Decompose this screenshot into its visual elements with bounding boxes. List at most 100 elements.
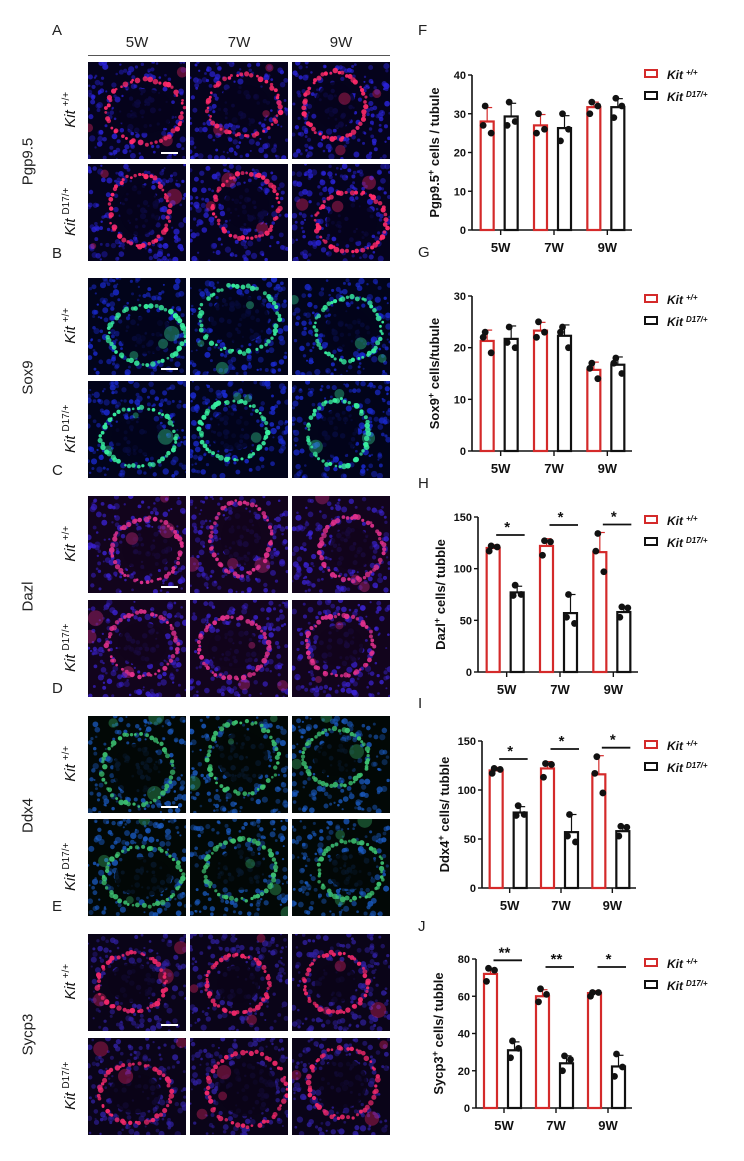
data-point [489, 770, 496, 777]
micrograph-dazl-mut-7w [190, 600, 288, 697]
x-tick-label: 9W [598, 1118, 618, 1133]
y-axis-label: Sox9+ cells/tubule [426, 318, 442, 429]
y-axis-label: Dazl+ cells/ tubble [432, 539, 448, 650]
data-point [506, 324, 513, 331]
significance-marker: * [610, 732, 616, 749]
bar [484, 974, 497, 1108]
legend-swatch-wt [645, 959, 657, 966]
data-point [565, 126, 572, 133]
data-point [491, 765, 498, 772]
significance-marker: * [559, 733, 565, 750]
bar [511, 592, 524, 672]
data-point [539, 552, 546, 559]
bar [481, 122, 494, 231]
data-point [533, 130, 540, 137]
data-point [548, 761, 555, 768]
x-tick-label: 5W [497, 682, 517, 697]
micrograph-ddx4-mut-9w [292, 819, 390, 916]
y-tick-label: 0 [460, 446, 466, 458]
scale-bar [161, 806, 178, 808]
data-point [559, 110, 566, 117]
y-axis-label: Sycp3+ cells/ tubble [430, 972, 446, 1094]
micrograph-dazl-wt-9w [292, 496, 390, 593]
data-point [480, 122, 487, 129]
micrograph-sycp3-mut-9w [292, 1038, 390, 1135]
y-tick-label: 80 [458, 954, 470, 966]
bar [587, 370, 600, 451]
bar [587, 107, 600, 230]
y-axis-label: Ddx4+ cells/ tubble [436, 757, 452, 873]
y-tick-label: 100 [458, 785, 476, 797]
data-point [542, 760, 549, 767]
y-tick-label: 20 [458, 1066, 470, 1078]
data-point [537, 985, 544, 992]
data-point [535, 110, 542, 117]
data-point [566, 811, 573, 818]
data-point [557, 137, 564, 144]
data-point [587, 993, 594, 1000]
marker-label-sox9: Sox9 [20, 338, 37, 418]
marker-label-sycp3: Sycp3 [20, 994, 37, 1074]
x-tick-label: 9W [598, 240, 618, 255]
y-tick-label: 0 [466, 667, 472, 679]
panel-letter-e: E [52, 898, 62, 915]
data-point [486, 548, 493, 555]
y-tick-label: 0 [464, 1103, 470, 1115]
micrograph-sycp3-mut-7w [190, 1038, 288, 1135]
x-tick-label: 7W [546, 1118, 566, 1133]
micrograph-pgp95-wt-9w [292, 62, 390, 159]
data-point [591, 770, 598, 777]
data-point [547, 538, 554, 545]
data-point [497, 766, 504, 773]
data-point [504, 339, 511, 346]
y-tick-label: 40 [454, 70, 466, 82]
data-point [509, 1038, 516, 1045]
genotype-label-wt: Kit +/+ [61, 65, 79, 155]
data-point [518, 591, 525, 598]
x-tick-label: 7W [544, 240, 564, 255]
data-point [563, 614, 570, 621]
bar [536, 996, 549, 1108]
y-tick-label: 0 [460, 225, 466, 237]
data-point [586, 365, 593, 372]
data-point [510, 592, 517, 599]
data-point [567, 1056, 574, 1063]
data-point [535, 998, 542, 1005]
micrograph-dazl-mut-9w [292, 600, 390, 697]
bar [558, 336, 571, 451]
micrograph-ddx4-wt-7w [190, 716, 288, 813]
micrograph-sox9-mut-9w [292, 381, 390, 478]
panel-letter-d: D [52, 680, 63, 697]
column-header-9w: 9W [292, 34, 390, 51]
data-point [594, 375, 601, 382]
bar [593, 552, 606, 672]
micrograph-dazl-mut-5w [88, 600, 186, 697]
data-point [515, 1045, 522, 1052]
legend-swatch-mut [645, 538, 657, 545]
data-point [624, 605, 631, 612]
data-point [488, 349, 495, 356]
micrograph-sox9-mut-5w [88, 381, 186, 478]
legend-swatch-wt [645, 741, 657, 748]
legend-label-wt: Kit+/+ [667, 514, 698, 529]
legend-label-wt: Kit+/+ [667, 957, 698, 972]
micrograph-pgp95-wt-7w [190, 62, 288, 159]
data-point [535, 318, 542, 325]
scale-bar [161, 586, 178, 588]
data-point [512, 118, 519, 125]
micrograph-sycp3-mut-5w [88, 1038, 186, 1135]
data-point [540, 774, 547, 781]
panel-letter-b: B [52, 245, 62, 262]
data-point [512, 344, 519, 351]
legend-label-wt: Kit+/+ [667, 739, 698, 754]
data-point [565, 591, 572, 598]
genotype-label-mut: Kit D17/+ [61, 822, 79, 912]
data-point [533, 334, 540, 341]
x-tick-label: 7W [551, 898, 571, 913]
legend-swatch-mut [645, 92, 657, 99]
data-point [485, 965, 492, 972]
data-point [506, 99, 513, 106]
bar [540, 546, 553, 672]
legend-swatch-mut [645, 317, 657, 324]
data-point [488, 543, 495, 550]
